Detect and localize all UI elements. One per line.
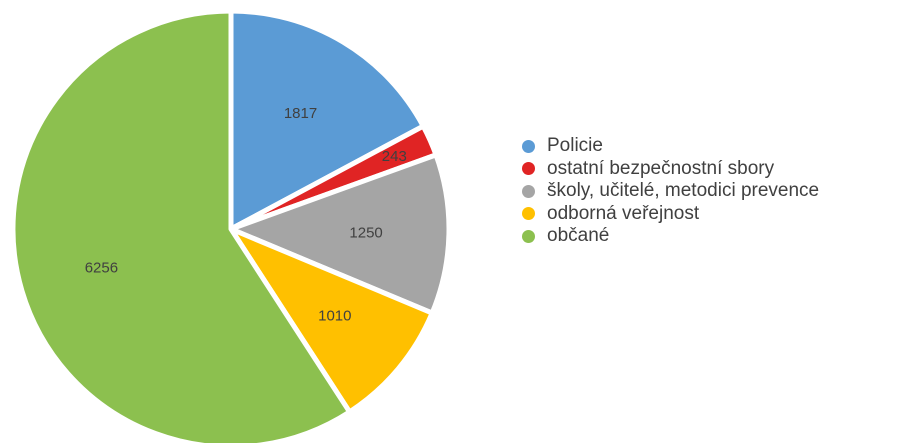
pie-slice-obcane — [10, 8, 353, 443]
pie-data-labels: 1817 243 1250 1010 6256 — [85, 105, 407, 325]
legend-label: Policie — [547, 135, 603, 157]
data-label-policie: 1817 — [284, 105, 317, 122]
legend-item-odborna-verejnost: odborná veřejnost — [522, 203, 819, 226]
pie-slice-odborna-verejnost — [228, 226, 435, 415]
data-label-skoly-ucitele-metodici-prevence: 1250 — [349, 224, 382, 241]
legend-marker-icon — [522, 184, 535, 198]
data-label-obcane: 6256 — [85, 259, 118, 276]
legend-marker-icon — [522, 139, 535, 153]
chart-legend: Policie ostatní bezpečnostní sbory školy, … — [522, 135, 819, 248]
pie-slices — [10, 8, 452, 443]
legend-marker-icon — [522, 207, 535, 221]
data-label-odborna-verejnost: 1010 — [318, 308, 351, 325]
pie-slice-policie — [228, 8, 426, 232]
data-label-ostatni-bezpecnostni-sbory: 243 — [382, 148, 407, 165]
legend-label: ostatní bezpečnostní sbory — [547, 157, 775, 179]
legend-marker-icon — [522, 229, 535, 243]
legend-item-ostatni-bezpecnostni-sbory: ostatní bezpečnostní sbory — [522, 158, 819, 181]
legend-item-skoly-ucitele-metodici-prevence: školy, učitelé, metodici prevence — [522, 180, 819, 203]
legend-label: občané — [547, 225, 610, 247]
legend-item-obcane: občané — [522, 225, 819, 248]
legend-label: školy, učitelé, metodici prevence — [547, 180, 820, 202]
legend-item-policie: Policie — [522, 135, 819, 158]
legend-marker-icon — [522, 162, 535, 176]
pie-slice-skoly-ucitele-metodici-prevence — [228, 152, 452, 316]
legend-label: odborná veřejnost — [547, 202, 700, 224]
